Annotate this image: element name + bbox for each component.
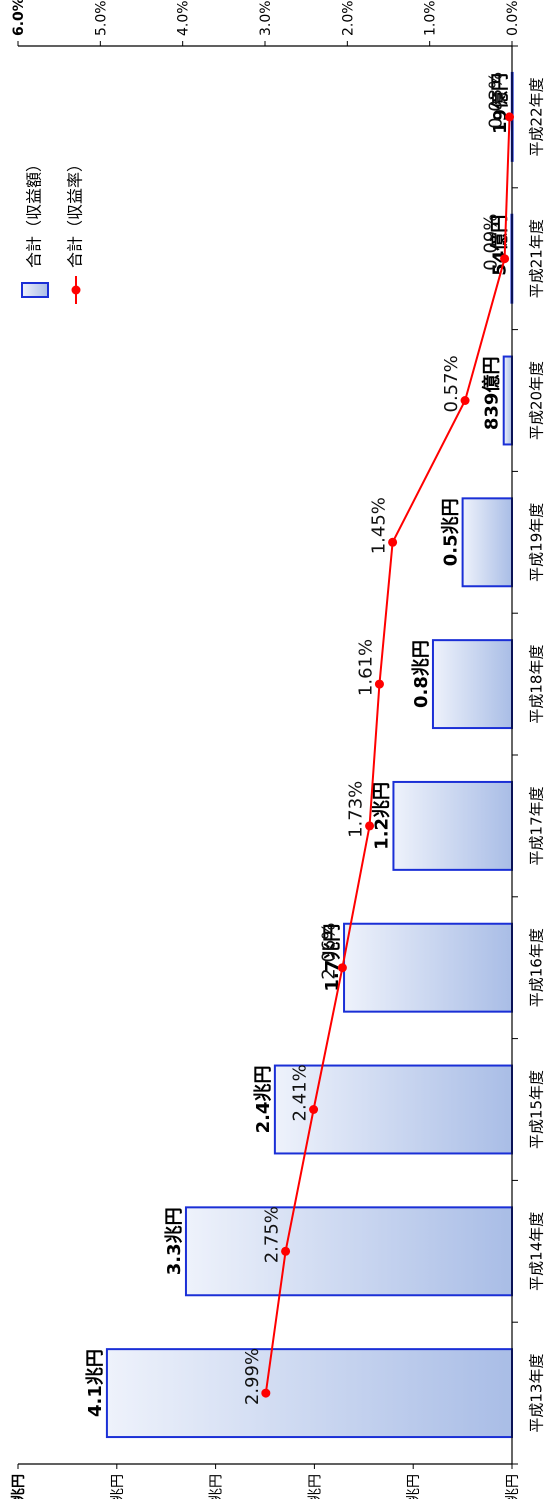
category-label: 平成13年度 — [528, 1354, 546, 1433]
rate-value-label: 2.99% — [242, 1348, 263, 1405]
bar-value-label: 1.2兆円 — [371, 782, 392, 850]
rate-value-label: 2.06% — [318, 923, 339, 980]
rate-value-label: 0.09% — [481, 214, 502, 271]
left-axis-tick-label: 2.0兆円 — [307, 1474, 323, 1499]
bar-value-label: 3.3兆円 — [164, 1207, 185, 1275]
rate-value-label: 0.03% — [486, 72, 507, 129]
bars-layer: 4.1兆円 3.3兆円 2.4兆円 1.7兆円 1.2兆円 0.8兆円 0.5兆円 839億円… — [85, 71, 514, 1439]
bar-revenue — [431, 639, 513, 730]
axes-layer: 0.0兆円 1.0兆円 2.0兆円 3.0兆円 4.0兆円 5.0兆円 0.0% 1.0% 2.… — [11, 0, 546, 1499]
bar-revenue — [343, 922, 514, 1013]
rate-point — [460, 396, 470, 405]
rate-point — [388, 537, 398, 547]
bar-revenue — [502, 355, 514, 446]
category-label: 平成17年度 — [528, 786, 546, 865]
legend-swatch-revenue — [21, 282, 49, 298]
category-label: 平成16年度 — [528, 928, 546, 1007]
bar-value-label: 839億円 — [481, 357, 503, 431]
bar-value-label: 4.1兆円 — [85, 1349, 106, 1417]
bar-value-label: 2.4兆円 — [253, 1066, 274, 1134]
rate-value-label: 1.61% — [355, 639, 376, 696]
category-label: 平成20年度 — [528, 361, 546, 440]
rate-point — [281, 1246, 291, 1256]
rate-value-label: 1.73% — [346, 781, 367, 838]
rate-point — [374, 679, 384, 689]
category-label: 平成14年度 — [528, 1212, 546, 1291]
right-axis-tick-label: 5.0% — [93, 0, 109, 36]
bar-value-label: 19億円 — [489, 73, 511, 134]
left-axis-tick-label: 1.0兆円 — [406, 1474, 422, 1499]
left-axis-tick-label: 5.0兆円 — [11, 1474, 27, 1499]
rate-value-label: 2.41% — [290, 1064, 311, 1121]
left-axis-tick-label: 3.0兆円 — [209, 1474, 225, 1499]
right-axis-tick-label: 4.0% — [176, 0, 192, 36]
rate-point — [261, 1388, 271, 1398]
rate-point — [337, 963, 347, 973]
category-label: 平成18年度 — [528, 645, 546, 724]
bar-value-label: 0.5兆円 — [441, 498, 462, 566]
legend-label-rate: 合計（収益率） — [66, 156, 85, 268]
rate-value-label: 2.75% — [262, 1206, 283, 1263]
rate-line-layer: 2.99% 2.75% 2.41% 2.06% 1.73% 1.61% 1.45% 0.57%… — [242, 72, 515, 1405]
rate-point — [505, 112, 515, 122]
rate-point — [309, 1105, 319, 1114]
rate-point — [500, 254, 510, 264]
category-label: 平成15年度 — [528, 1070, 546, 1149]
bar-value-label: 0.8兆円 — [411, 640, 432, 708]
bar-revenue — [105, 1348, 513, 1439]
right-axis-tick-label: 0.0% — [505, 0, 521, 36]
bar-revenue — [184, 1206, 514, 1297]
rate-line — [264, 116, 511, 1394]
bar-value-label: 1.7兆円 — [322, 924, 343, 992]
category-label: 平成22年度 — [528, 77, 546, 156]
right-axis-tick-label: 1.0% — [423, 0, 439, 36]
rate-value-label: 0.57% — [441, 355, 462, 412]
left-axis-tick-label: 4.0兆円 — [110, 1474, 126, 1499]
legend-swatch-rate-point — [71, 285, 81, 295]
bar-revenue — [461, 497, 514, 588]
rate-point — [365, 821, 375, 831]
legend-label-revenue: 合計（収益額） — [25, 156, 44, 268]
right-axis-tick-label: 6.0% — [11, 0, 27, 36]
left-axis-tick-label: 0.0兆円 — [505, 1474, 521, 1499]
rate-value-label: 1.45% — [369, 497, 390, 554]
category-label: 平成21年度 — [528, 219, 546, 298]
legend: 合計（収益額） 合計（収益率） — [21, 156, 85, 304]
category-label: 平成19年度 — [528, 503, 546, 582]
right-axis-tick-label: 2.0% — [340, 0, 356, 36]
bar-revenue — [392, 780, 513, 871]
right-axis-tick-label: 3.0% — [258, 0, 274, 36]
